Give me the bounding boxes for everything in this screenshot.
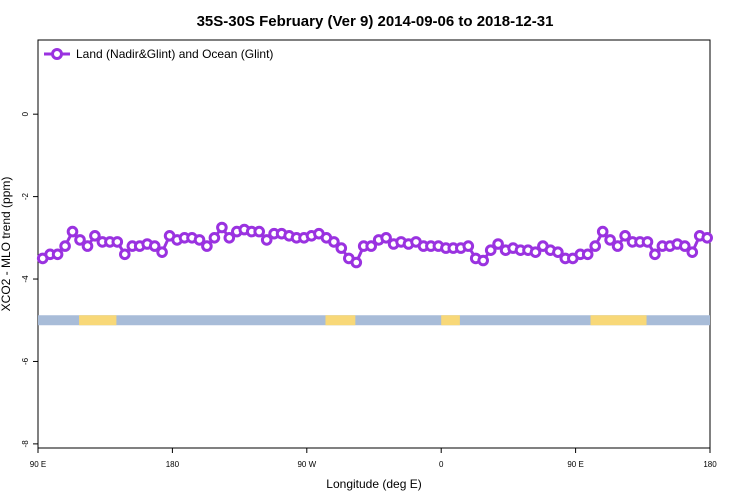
x-tick-label: 90 W bbox=[297, 460, 316, 469]
data-point bbox=[335, 242, 348, 254]
legend-marker-swatch bbox=[51, 48, 63, 60]
x-axis-label: Longitude (deg E) bbox=[326, 477, 421, 491]
data-point bbox=[350, 256, 363, 269]
data-point bbox=[529, 246, 542, 258]
data-point bbox=[649, 248, 661, 261]
data-point bbox=[596, 225, 609, 238]
data-point bbox=[51, 248, 64, 261]
data-point bbox=[365, 240, 378, 252]
data-point bbox=[589, 240, 602, 252]
data-point bbox=[223, 232, 236, 244]
data-point bbox=[216, 221, 228, 234]
data-point bbox=[619, 230, 631, 242]
data-point bbox=[380, 232, 392, 244]
data-point bbox=[193, 234, 206, 246]
series-layer bbox=[36, 221, 714, 269]
data-point bbox=[208, 232, 221, 244]
data-point bbox=[156, 246, 168, 258]
x-tick-label: 90 E bbox=[30, 460, 46, 469]
data-point bbox=[611, 240, 624, 252]
legend: Land (Nadir&Glint) and Ocean (Glint) bbox=[44, 47, 273, 61]
data-point bbox=[74, 234, 86, 246]
data-point bbox=[253, 225, 266, 238]
data-point bbox=[81, 240, 94, 252]
data-point bbox=[260, 234, 273, 246]
y-tick-label: -2 bbox=[21, 193, 30, 201]
ocean-strip bbox=[38, 315, 710, 326]
x-tick-label: 180 bbox=[703, 460, 717, 469]
data-point bbox=[641, 236, 654, 248]
axes: 90 E 180 90 W 0 90 E 180 0 -2 -4 -6 -8 bbox=[21, 111, 717, 469]
y-tick-label: -8 bbox=[21, 440, 30, 448]
data-point bbox=[477, 254, 490, 267]
data-point bbox=[701, 232, 714, 244]
data-point bbox=[328, 236, 340, 248]
data-point bbox=[484, 244, 497, 256]
data-point bbox=[604, 234, 616, 246]
y-tick-label: -6 bbox=[21, 357, 30, 365]
data-point bbox=[89, 230, 101, 242]
data-point bbox=[59, 240, 71, 252]
land-patch-1 bbox=[325, 315, 356, 326]
data-point bbox=[581, 248, 594, 261]
data-point bbox=[462, 240, 475, 252]
y-tick-label: 0 bbox=[21, 111, 30, 116]
data-point bbox=[679, 240, 691, 252]
land-patch-3 bbox=[590, 315, 647, 326]
x-tick-label: 90 E bbox=[567, 460, 583, 469]
data-point bbox=[201, 240, 213, 252]
data-point bbox=[119, 248, 131, 261]
y-tick-label: -4 bbox=[21, 275, 30, 283]
data-point bbox=[552, 246, 564, 258]
x-tick-label: 180 bbox=[166, 460, 180, 469]
data-point bbox=[148, 240, 161, 252]
data-point bbox=[111, 236, 124, 248]
plot-frame bbox=[37, 39, 711, 449]
land-patch-2 bbox=[441, 315, 460, 326]
data-point bbox=[492, 238, 504, 250]
chart-title: 35S-30S February (Ver 9) 2014-09-06 to 2… bbox=[197, 13, 554, 30]
data-point bbox=[686, 246, 699, 258]
land-patch-0 bbox=[79, 315, 117, 326]
y-axis-label: XCO2 - MLO trend (ppm) bbox=[0, 177, 13, 312]
land-ocean-strip bbox=[38, 315, 710, 326]
x-tick-label: 0 bbox=[439, 460, 444, 469]
legend-label: Land (Nadir&Glint) and Ocean (Glint) bbox=[76, 47, 273, 61]
data-point bbox=[66, 225, 79, 238]
